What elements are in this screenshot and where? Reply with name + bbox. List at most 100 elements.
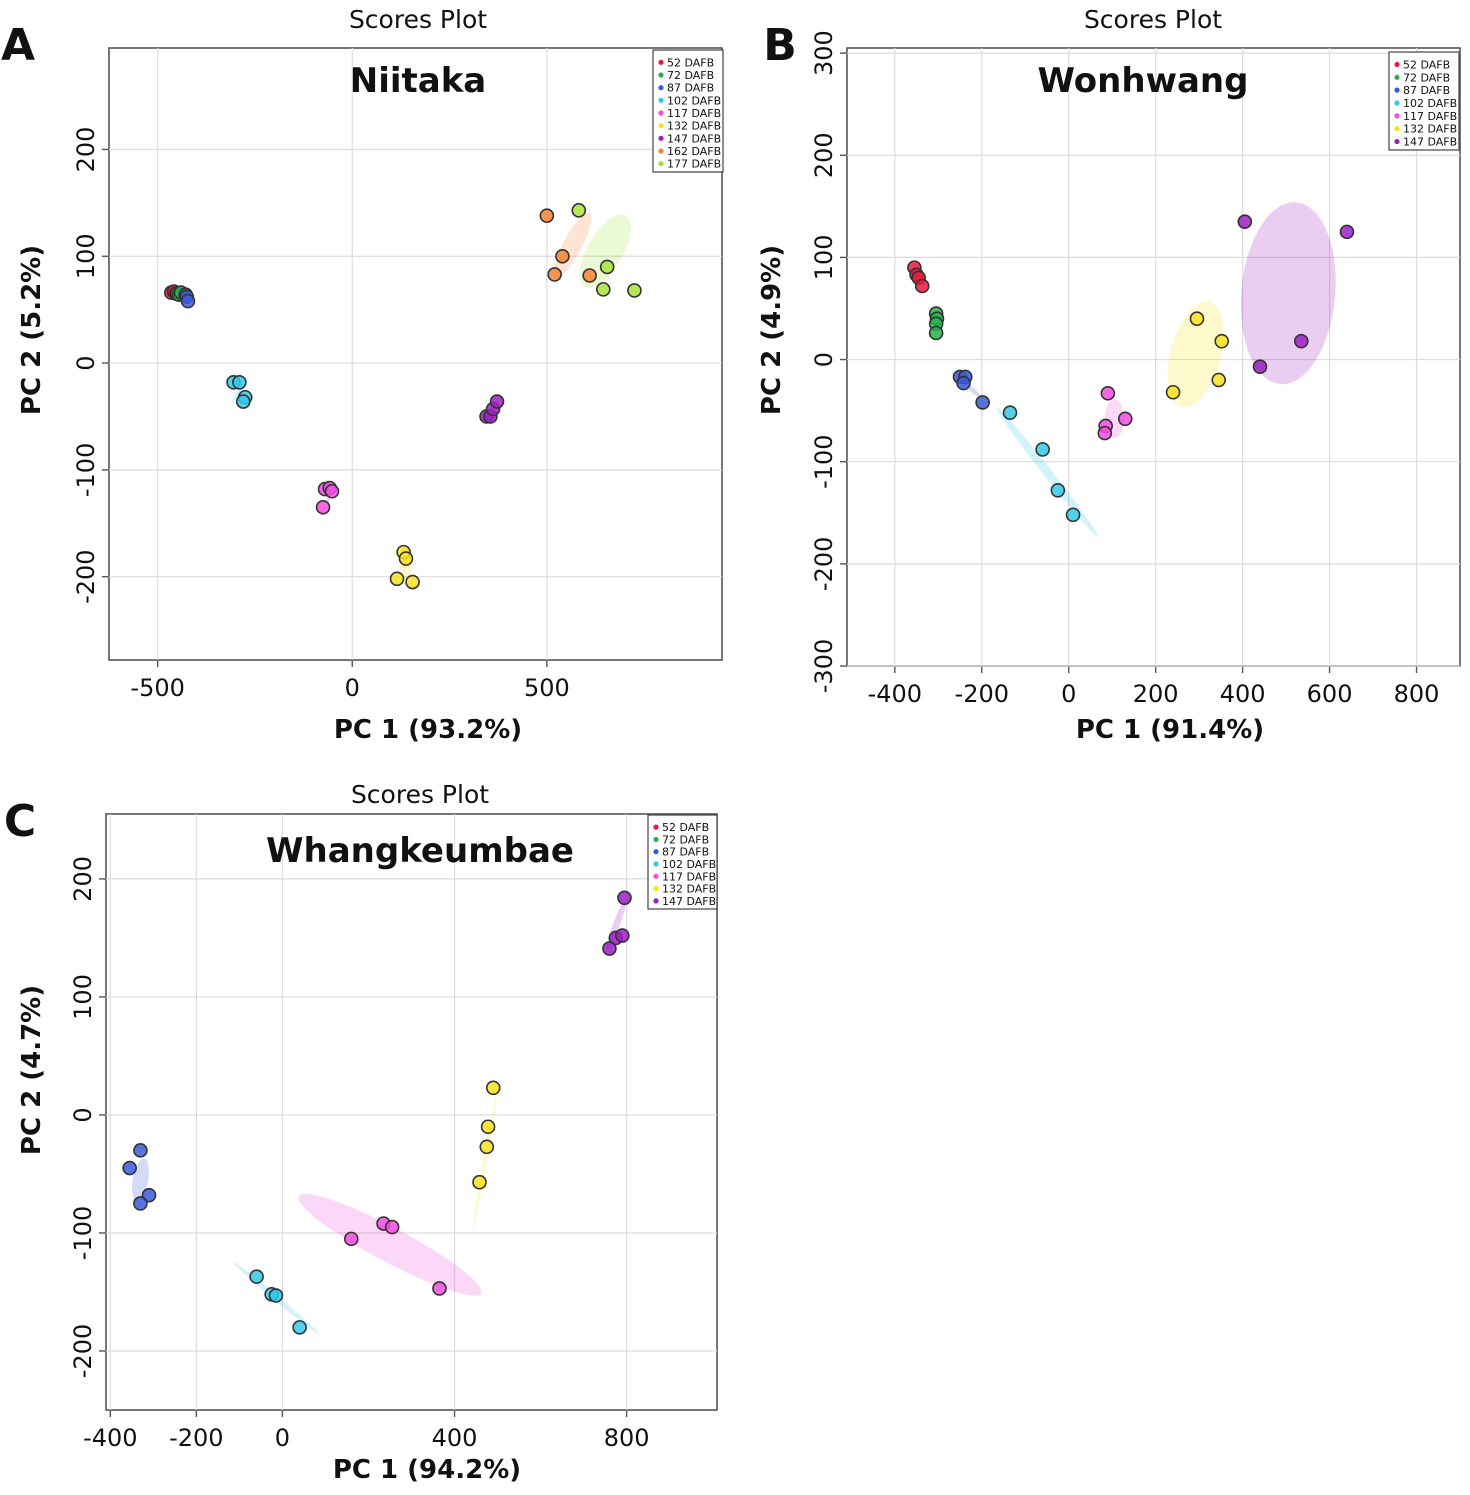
x-tick-label: -200 <box>169 1424 223 1452</box>
data-point <box>599 259 615 275</box>
y-tick-label: 300 <box>810 30 838 76</box>
data-point <box>489 394 505 409</box>
legend-label: 87 DAFB <box>662 846 709 859</box>
legend-marker <box>653 849 659 855</box>
data-area <box>907 202 1355 538</box>
legend-marker <box>658 110 664 116</box>
data-point <box>59 1041 72 1054</box>
panel-letter: A <box>1 20 35 71</box>
data-point <box>1211 372 1227 388</box>
data-point <box>615 928 630 943</box>
legend-marker <box>658 72 664 78</box>
data-point <box>480 1119 496 1135</box>
y-tick-label: -200 <box>69 1324 97 1378</box>
data-point <box>1214 333 1230 349</box>
legend-box <box>652 49 724 173</box>
data-point <box>133 1143 148 1158</box>
legend-box <box>647 814 718 910</box>
x-tick-label: -400 <box>83 1424 137 1452</box>
data-point <box>479 1139 495 1155</box>
data-point <box>235 394 251 409</box>
legend-label: 87 DAFB <box>1403 84 1450 97</box>
data-point <box>1165 384 1181 400</box>
confidence-ellipse <box>298 1193 482 1296</box>
data-point <box>1294 333 1309 349</box>
legend-label: 117 DAFB <box>662 870 716 883</box>
x-tick-label: 200 <box>1133 680 1179 708</box>
data-point <box>1097 425 1113 441</box>
data-point <box>914 278 930 294</box>
legend-marker <box>1394 126 1400 132</box>
data-point <box>582 268 597 283</box>
x-axis-label: PC 1 (94.2%) <box>333 1455 521 1485</box>
panel-letter: C <box>4 796 36 847</box>
legend-marker <box>1394 100 1400 106</box>
data-point <box>122 1160 137 1176</box>
y-tick-label: -100 <box>69 1206 97 1260</box>
confidence-ellipse <box>1240 202 1336 385</box>
chart-title: Scores Plot <box>349 5 487 34</box>
cultivar-name: Niitaka <box>350 61 487 101</box>
data-point <box>384 1219 400 1235</box>
legend-box <box>1388 51 1460 151</box>
legend-marker <box>658 85 664 91</box>
data-point <box>1189 311 1205 326</box>
legend-label: 162 DAFB <box>667 145 721 158</box>
data-point <box>343 1231 359 1247</box>
data-area <box>163 203 642 590</box>
x-tick-label: 400 <box>432 1424 478 1452</box>
x-tick-label: 0 <box>1061 680 1076 708</box>
chart-title: Scores Plot <box>351 780 489 809</box>
legend-label: 147 DAFB <box>662 895 716 908</box>
data-point <box>405 574 420 590</box>
confidence-ellipse <box>1167 301 1224 408</box>
y-tick-label: 200 <box>72 127 100 173</box>
x-tick-label: 500 <box>524 674 570 702</box>
x-tick-label: 0 <box>345 674 360 702</box>
data-point <box>571 203 587 218</box>
data-point <box>13 970 26 983</box>
data-point <box>1035 442 1050 457</box>
data-point <box>232 375 247 390</box>
legend-label: 52 DAFB <box>667 56 714 69</box>
panel-letter: B <box>763 20 797 71</box>
legend-marker <box>658 123 664 129</box>
data-area <box>9 890 632 1335</box>
y-tick-label: -300 <box>810 639 838 693</box>
data-point <box>432 1281 447 1296</box>
y-tick-label: 0 <box>72 355 100 370</box>
data-point <box>315 499 331 515</box>
x-axis-label: PC 1 (93.2%) <box>334 715 522 745</box>
legend-label: 52 DAFB <box>662 821 709 834</box>
cultivar-name: Wonhwang <box>1038 61 1249 101</box>
y-tick-label: 0 <box>810 352 838 367</box>
legend-label: 102 DAFB <box>662 858 716 871</box>
legend-marker <box>1394 138 1400 145</box>
cultivar-name: Whangkeumbae <box>266 831 574 871</box>
legend-label: 177 DAFB <box>667 158 721 171</box>
data-point <box>472 1174 487 1190</box>
data-point <box>1002 405 1018 420</box>
data-point <box>956 375 971 391</box>
data-point <box>1065 507 1081 523</box>
y-tick-label: -100 <box>72 443 100 497</box>
y-tick-label: 200 <box>810 132 838 178</box>
x-tick-label: 800 <box>1394 680 1440 708</box>
data-point <box>133 1196 148 1211</box>
legend-marker <box>653 824 659 830</box>
data-point <box>547 267 562 282</box>
y-tick-label: 100 <box>72 233 100 279</box>
legend-label: 117 DAFB <box>667 107 721 120</box>
legend-marker <box>1394 113 1400 119</box>
x-tick-label: 400 <box>1220 680 1266 708</box>
data-point <box>9 967 22 980</box>
x-tick-label: 0 <box>275 1424 290 1452</box>
legend-marker <box>658 97 664 103</box>
legend-marker <box>1394 74 1400 80</box>
legend-marker <box>653 861 659 867</box>
legend-label: 147 DAFB <box>667 132 721 145</box>
data-point <box>48 1042 61 1055</box>
